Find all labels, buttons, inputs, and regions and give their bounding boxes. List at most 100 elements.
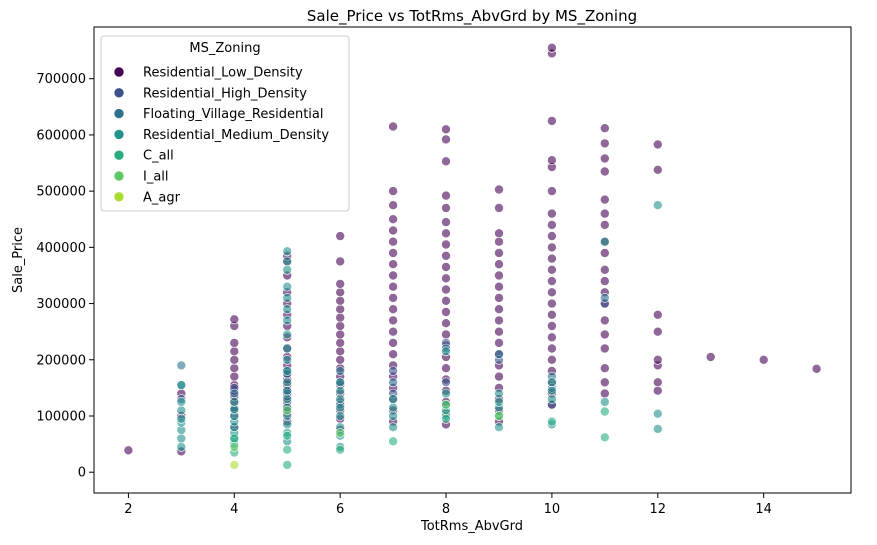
data-point-residential-medium-density bbox=[282, 281, 293, 292]
y-tick-label: 300000 bbox=[36, 297, 86, 312]
data-point-residential-medium-density bbox=[335, 377, 346, 388]
data-point-residential-low-density bbox=[441, 295, 451, 306]
x-tick-label: 2 bbox=[124, 502, 132, 517]
legend-entry-label: Residential_Low_Density bbox=[143, 66, 303, 81]
x-tick-label: 6 bbox=[336, 502, 344, 517]
data-point-residential-low-density bbox=[547, 332, 557, 343]
legend-entry-label: Residential_Medium_Density bbox=[143, 128, 329, 143]
data-point-residential-low-density bbox=[494, 293, 504, 303]
data-point-residential-low-density bbox=[441, 251, 451, 261]
data-point-residential-low-density bbox=[652, 354, 663, 365]
data-point-residential-low-density bbox=[388, 200, 398, 210]
data-point-c-all bbox=[229, 433, 240, 444]
data-point-residential-low-density bbox=[494, 270, 504, 281]
data-point-c-all bbox=[441, 413, 451, 424]
data-point-residential-low-density bbox=[599, 248, 610, 258]
data-point-residential-low-density bbox=[441, 134, 451, 145]
data-point-residential-low-density bbox=[547, 343, 557, 354]
legend-title: MS_Zoning bbox=[189, 41, 260, 56]
data-point-residential-low-density bbox=[599, 220, 610, 230]
data-point-residential-low-density bbox=[599, 166, 610, 177]
data-point-residential-low-density bbox=[388, 315, 398, 326]
data-point-residential-low-density bbox=[494, 203, 504, 213]
y-axis: 0 100000 200000 300000 400000 500000 600000 700… bbox=[36, 72, 94, 481]
data-point-residential-low-density bbox=[335, 338, 346, 348]
data-point-residential-medium-density bbox=[282, 315, 293, 326]
data-point-residential-medium-density bbox=[494, 388, 504, 399]
y-tick-label: 700000 bbox=[36, 72, 86, 87]
data-point-residential-low-density bbox=[335, 354, 346, 365]
data-point-residential-low-density bbox=[441, 318, 451, 329]
data-point-residential-medium-density bbox=[176, 397, 187, 407]
data-point-residential-low-density bbox=[599, 264, 610, 275]
data-point-residential-low-density bbox=[547, 287, 557, 298]
data-point-residential-low-density bbox=[335, 279, 346, 289]
plot-points bbox=[123, 42, 822, 470]
data-point-residential-low-density bbox=[547, 220, 557, 230]
data-point-residential-low-density bbox=[652, 385, 663, 396]
data-point-i-all bbox=[282, 405, 293, 416]
data-point-residential-medium-density bbox=[282, 366, 293, 376]
data-point-residential-medium-density bbox=[599, 236, 610, 247]
x-axis: 2 4 6 8 10 12 14 bbox=[124, 493, 772, 517]
data-point-c-all bbox=[335, 444, 346, 455]
data-point-floating-village-residential bbox=[335, 366, 346, 376]
data-point-residential-low-density bbox=[441, 203, 451, 213]
legend-entry-label: I_all bbox=[143, 170, 169, 185]
data-point-residential-low-density bbox=[547, 321, 557, 331]
data-point-residential-low-density bbox=[494, 236, 504, 247]
data-point-residential-low-density bbox=[388, 270, 398, 281]
data-point-c-all bbox=[547, 416, 557, 427]
data-point-residential-low-density bbox=[388, 326, 398, 337]
data-point-residential-low-density bbox=[229, 371, 240, 382]
data-point-residential-low-density bbox=[652, 309, 663, 320]
data-point-residential-medium-density bbox=[176, 413, 187, 424]
data-point-a-agr bbox=[229, 460, 240, 470]
data-point-residential-low-density bbox=[494, 228, 504, 239]
data-point-residential-low-density bbox=[705, 352, 716, 362]
data-point-residential-low-density bbox=[599, 194, 610, 205]
data-point-residential-low-density bbox=[441, 262, 451, 272]
data-point-residential-low-density bbox=[441, 217, 451, 227]
data-point-residential-low-density bbox=[441, 363, 451, 374]
data-point-residential-low-density bbox=[547, 354, 557, 365]
data-point-residential-low-density bbox=[547, 276, 557, 286]
data-point-residential-low-density bbox=[441, 284, 451, 295]
data-point-residential-low-density bbox=[599, 329, 610, 340]
data-point-residential-low-density bbox=[811, 363, 822, 374]
data-point-floating-village-residential bbox=[494, 349, 504, 360]
data-point-residential-medium-density bbox=[282, 304, 293, 315]
data-point-residential-low-density bbox=[441, 239, 451, 250]
data-point-residential-low-density bbox=[547, 298, 557, 309]
legend-items: Residential_Low_Density Residential_High_… bbox=[113, 66, 329, 205]
data-point-residential-low-density bbox=[599, 377, 610, 388]
data-point-residential-low-density bbox=[388, 304, 398, 315]
legend-marker bbox=[113, 149, 125, 161]
y-tick-label: 200000 bbox=[36, 353, 86, 368]
data-point-residential-low-density bbox=[599, 153, 610, 164]
data-point-residential-medium-density bbox=[176, 380, 187, 390]
data-point-residential-low-density bbox=[652, 165, 663, 175]
data-point-residential-low-density bbox=[388, 248, 398, 258]
data-point-residential-low-density bbox=[335, 256, 346, 267]
data-point-residential-medium-density bbox=[176, 442, 187, 452]
data-point-residential-medium-density bbox=[282, 419, 293, 430]
data-point-residential-low-density bbox=[229, 354, 240, 365]
data-point-residential-medium-density bbox=[599, 397, 610, 407]
legend-marker bbox=[113, 129, 125, 140]
data-point-floating-village-residential bbox=[599, 293, 610, 303]
data-point-residential-low-density bbox=[335, 312, 346, 323]
y-tick-label: 500000 bbox=[36, 185, 86, 200]
data-point-floating-village-residential bbox=[176, 360, 187, 371]
data-point-i-all bbox=[441, 399, 451, 410]
data-point-residential-medium-density bbox=[494, 397, 504, 407]
data-point-residential-low-density bbox=[494, 184, 504, 195]
data-point-residential-low-density bbox=[547, 231, 557, 241]
data-point-residential-low-density bbox=[388, 225, 398, 236]
data-point-residential-low-density bbox=[229, 314, 240, 325]
data-point-residential-medium-density bbox=[282, 354, 293, 365]
data-point-floating-village-residential bbox=[229, 388, 240, 399]
data-point-residential-medium-density bbox=[282, 385, 293, 396]
data-point-i-all bbox=[335, 428, 346, 438]
